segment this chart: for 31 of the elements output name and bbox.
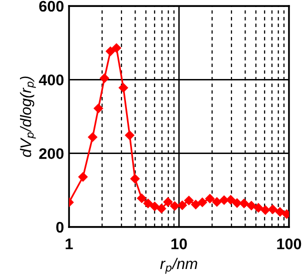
point [163,197,173,207]
y-axis-title: dV$_{p}$/dlog(r$_{p}$) [20,76,36,157]
point [178,200,187,210]
x-axis-title: r$_{p}$/nm [160,258,198,274]
x-tick-label: 100 [277,238,302,250]
point [143,198,153,208]
point [205,194,215,204]
point [170,201,180,211]
point [246,201,256,210]
y-tick-label: 600 [39,0,64,12]
point [232,198,242,208]
x-tick-label: 1 [66,238,73,250]
y-tick-label: 0 [56,222,64,233]
point [254,203,264,212]
point [226,195,236,204]
point [212,197,222,207]
point [156,204,166,214]
point [275,207,285,217]
x-tick-label: 10 [171,238,187,250]
y-tick-label: 400 [38,74,64,86]
point [268,204,278,214]
point [184,196,194,206]
point [239,198,249,208]
point [198,198,207,207]
point [219,195,229,205]
point [137,194,146,203]
point [260,205,270,215]
point [150,202,160,211]
y-tick-label: 200 [39,148,64,160]
point [130,174,140,184]
point [191,200,200,210]
